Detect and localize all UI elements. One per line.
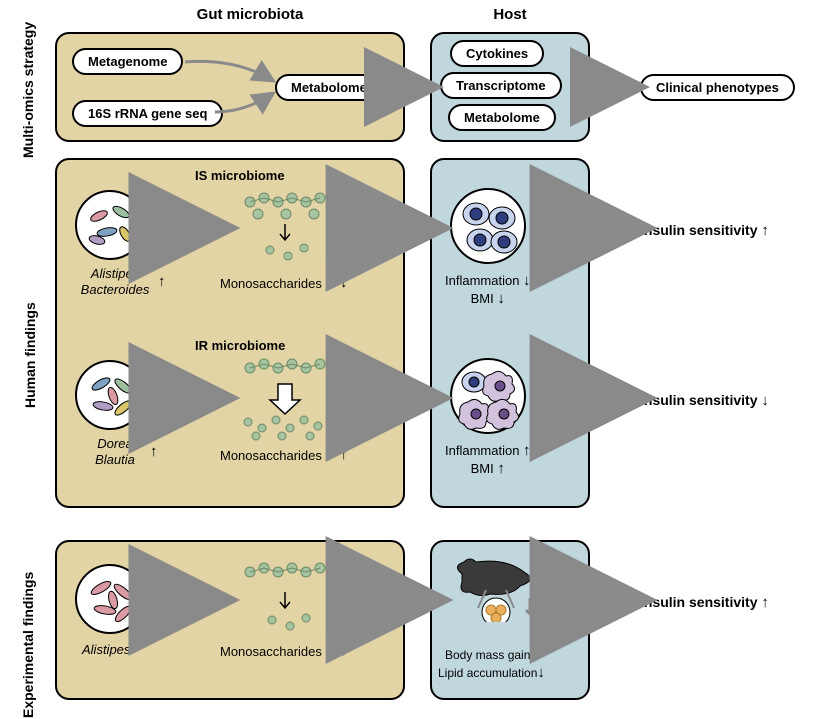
label-ir-inflam: Inflammation ↑ BMI ↑ [445,442,531,478]
dir-exp-mono: ↓ [340,642,348,659]
dir-ir-genera: ↑ [150,443,158,460]
icon-exp-bacteria [75,564,145,634]
label-is-genera: Alistipes Bacteroides [70,266,160,297]
label-ir-mono: Monosaccharides [220,448,322,464]
row-label-human: Human findings [22,288,38,408]
dir-is-mono: ↓ [340,274,348,291]
icon-is-cells [450,188,526,264]
label-ir-genera: Dorea Blautia [80,436,150,467]
row-label-experimental: Experimental findings [20,558,36,718]
row-label-strategy: Multi-omics strategy [20,18,36,158]
pill-metabolome-host: Metabolome [448,104,556,131]
label-exp-host: Body mass gain↓ Lipid accumulation↓ [438,646,545,682]
pill-metagenome: Metagenome [72,48,183,75]
pill-transcriptome: Transcriptome [440,72,562,99]
icon-ir-bacteria [75,360,145,430]
icon-is-bacteria [75,190,145,260]
outcome-ir: Insulin sensitivity ↓ [640,392,769,409]
header-is-microbiome: IS microbiome [195,168,285,183]
dir-is-genera: ↑ [158,273,166,290]
pill-clinical-phenotypes: Clinical phenotypes [640,74,795,101]
icon-ir-cells [450,358,526,434]
outcome-exp: Insulin sensitivity ↑ [640,594,769,611]
icon-is-mono [230,188,360,268]
dir-ir-mono: ↑ [340,446,348,463]
outcome-is: Insulin sensitivity ↑ [640,222,769,239]
icon-exp-mono [230,558,360,638]
pill-metabolome-gut: Metabolome [275,74,383,101]
icon-mouse [450,552,550,622]
col-header-host: Host [450,6,570,23]
label-is-mono: Monosaccharides [220,276,322,292]
icon-ir-mono [230,356,360,442]
label-is-inflam: Inflammation ↓ BMI ↓ [445,272,531,308]
label-exp-genus: Alistipes [82,642,130,658]
label-exp-mono: Monosaccharides [220,644,322,660]
header-ir-microbiome: IR microbiome [195,338,285,353]
col-header-gut: Gut microbiota [150,6,350,23]
pill-cytokines: Cytokines [450,40,544,67]
pill-16s: 16S rRNA gene seq [72,100,223,127]
